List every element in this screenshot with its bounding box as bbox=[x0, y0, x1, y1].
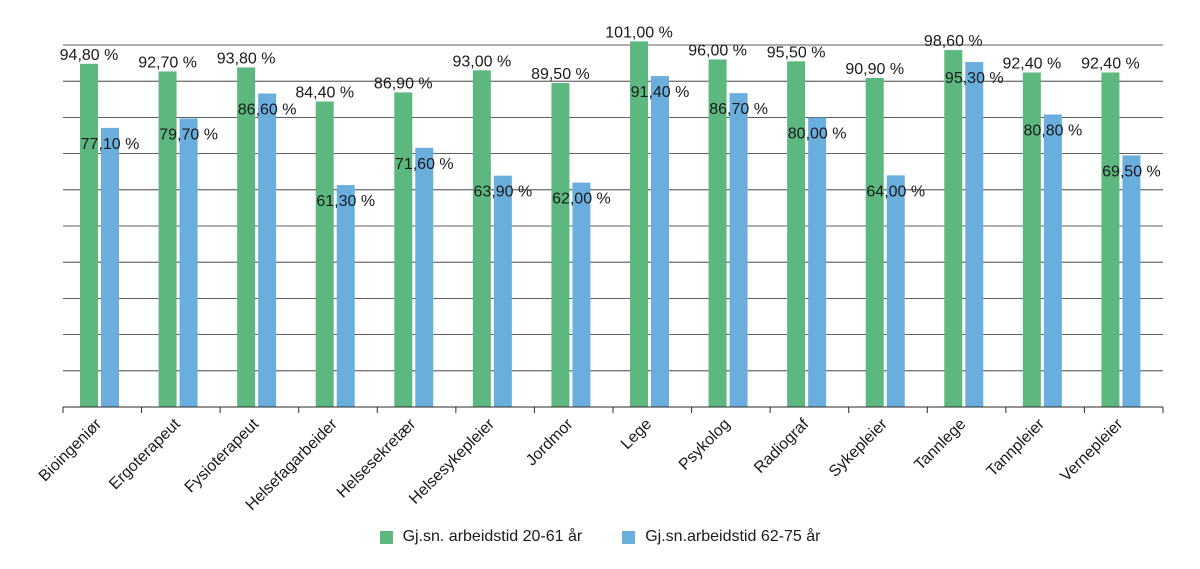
x-tick-label: Psykolog bbox=[676, 416, 734, 474]
bar-series-1 bbox=[865, 77, 884, 407]
legend-label-series-2: Gj.sn.arbeidstid 62-75 år bbox=[645, 528, 821, 545]
legend: Gj.sn. arbeidstid 20-61 år Gj.sn.arbeids… bbox=[0, 528, 1200, 546]
bar-series-1 bbox=[551, 83, 570, 407]
bar-series-2 bbox=[1043, 114, 1062, 407]
x-tick-label: Ergoterapeut bbox=[106, 415, 184, 493]
x-tick-label: Fysioterapeut bbox=[182, 415, 263, 496]
bar-series-2 bbox=[886, 175, 905, 407]
bar-series-2 bbox=[258, 93, 277, 408]
legend-swatch-series-1 bbox=[379, 530, 393, 544]
data-label-series-1: 92,40 % bbox=[1002, 56, 1061, 73]
bar-series-1 bbox=[630, 41, 648, 407]
data-label-series-1: 84,40 % bbox=[295, 84, 354, 101]
bar-series-1 bbox=[237, 67, 256, 407]
data-label-series-2: 71,60 % bbox=[395, 156, 454, 173]
data-label-series-2: 61,30 % bbox=[316, 193, 375, 210]
bar-series-1 bbox=[315, 101, 334, 408]
bar-series-2 bbox=[651, 76, 669, 408]
x-tick-label: Lege bbox=[618, 416, 655, 453]
x-tick-label: Tannlege bbox=[911, 416, 969, 474]
data-label-series-1: 98,60 % bbox=[924, 33, 983, 50]
data-label-series-1: 89,50 % bbox=[531, 66, 590, 83]
bar-series-2 bbox=[572, 182, 591, 407]
gridlines bbox=[63, 44, 1163, 372]
legend-item-series-2: Gj.sn.arbeidstid 62-75 år bbox=[622, 528, 820, 546]
x-tick-label: Radiograf bbox=[751, 415, 812, 476]
data-label-series-2: 91,40 % bbox=[631, 84, 690, 101]
bars bbox=[80, 41, 1141, 408]
legend-item-series-1: Gj.sn. arbeidstid 20-61 år bbox=[379, 528, 583, 546]
bar-series-1 bbox=[944, 50, 963, 408]
bar-series-1 bbox=[787, 61, 806, 407]
bar-series-2 bbox=[965, 62, 984, 407]
data-label-series-2: 63,90 % bbox=[473, 184, 532, 201]
bar-series-2 bbox=[336, 185, 355, 407]
data-label-series-1: 92,70 % bbox=[138, 54, 197, 71]
bar-series-1 bbox=[80, 63, 98, 407]
bar-series-2 bbox=[729, 93, 748, 407]
x-tick-label: Vernepleier bbox=[1057, 415, 1127, 485]
data-label-series-1: 90,90 % bbox=[845, 61, 904, 78]
x-tick-label: Tannpleier bbox=[984, 415, 1049, 480]
data-label-series-1: 96,00 % bbox=[688, 42, 747, 59]
data-label-series-1: 92,40 % bbox=[1081, 56, 1140, 73]
bar-series-1 bbox=[472, 70, 491, 407]
bar-series-1 bbox=[394, 92, 413, 407]
bar-series-2 bbox=[415, 147, 434, 408]
bar-series-1 bbox=[1101, 72, 1120, 408]
bar-series-2 bbox=[1122, 155, 1141, 407]
data-label-series-1: 95,50 % bbox=[767, 44, 826, 61]
x-tick-label: Jordmor bbox=[523, 415, 577, 469]
x-axis bbox=[62, 406, 1164, 413]
data-label-series-2: 62,00 % bbox=[552, 191, 611, 208]
legend-label-series-1: Gj.sn. arbeidstid 20-61 år bbox=[402, 528, 583, 545]
x-tick-label: Helsesekretær bbox=[334, 415, 420, 501]
data-label-series-2: 80,80 % bbox=[1023, 123, 1082, 140]
data-label-series-2: 77,10 % bbox=[81, 136, 140, 153]
legend-swatch-series-2 bbox=[622, 530, 636, 544]
data-label-series-1: 93,00 % bbox=[452, 53, 511, 70]
bar-series-2 bbox=[808, 117, 827, 408]
bar-series-2 bbox=[179, 118, 198, 408]
data-label-series-1: 93,80 % bbox=[217, 50, 276, 67]
data-label-series-2: 80,00 % bbox=[788, 125, 847, 142]
data-labels: 94,80 % 92,70 % 93,80 % 84,40 % 86,90 % 93,00… bbox=[60, 24, 1161, 210]
data-label-series-2: 79,70 % bbox=[159, 126, 218, 143]
data-label-series-2: 95,30 % bbox=[945, 70, 1004, 87]
bar-series-1 bbox=[1022, 72, 1041, 408]
data-label-series-1: 86,90 % bbox=[374, 75, 433, 92]
data-label-series-2: 86,70 % bbox=[709, 101, 768, 118]
bar-series-1 bbox=[158, 71, 177, 408]
data-label-series-2: 69,50 % bbox=[1102, 163, 1161, 180]
data-label-series-1: 101,00 % bbox=[605, 24, 673, 41]
x-tick-label: Sykepleier bbox=[826, 415, 891, 480]
data-label-series-2: 64,00 % bbox=[866, 183, 925, 200]
bar-series-1 bbox=[708, 59, 727, 407]
data-label-series-2: 86,60 % bbox=[238, 102, 297, 119]
bar-series-2 bbox=[101, 127, 119, 407]
x-tick-label: Helsesykepleier bbox=[406, 415, 498, 507]
x-tick-label: Bioingeniør bbox=[36, 415, 106, 485]
data-label-series-1: 94,80 % bbox=[60, 47, 119, 64]
bar-series-2 bbox=[493, 175, 512, 407]
